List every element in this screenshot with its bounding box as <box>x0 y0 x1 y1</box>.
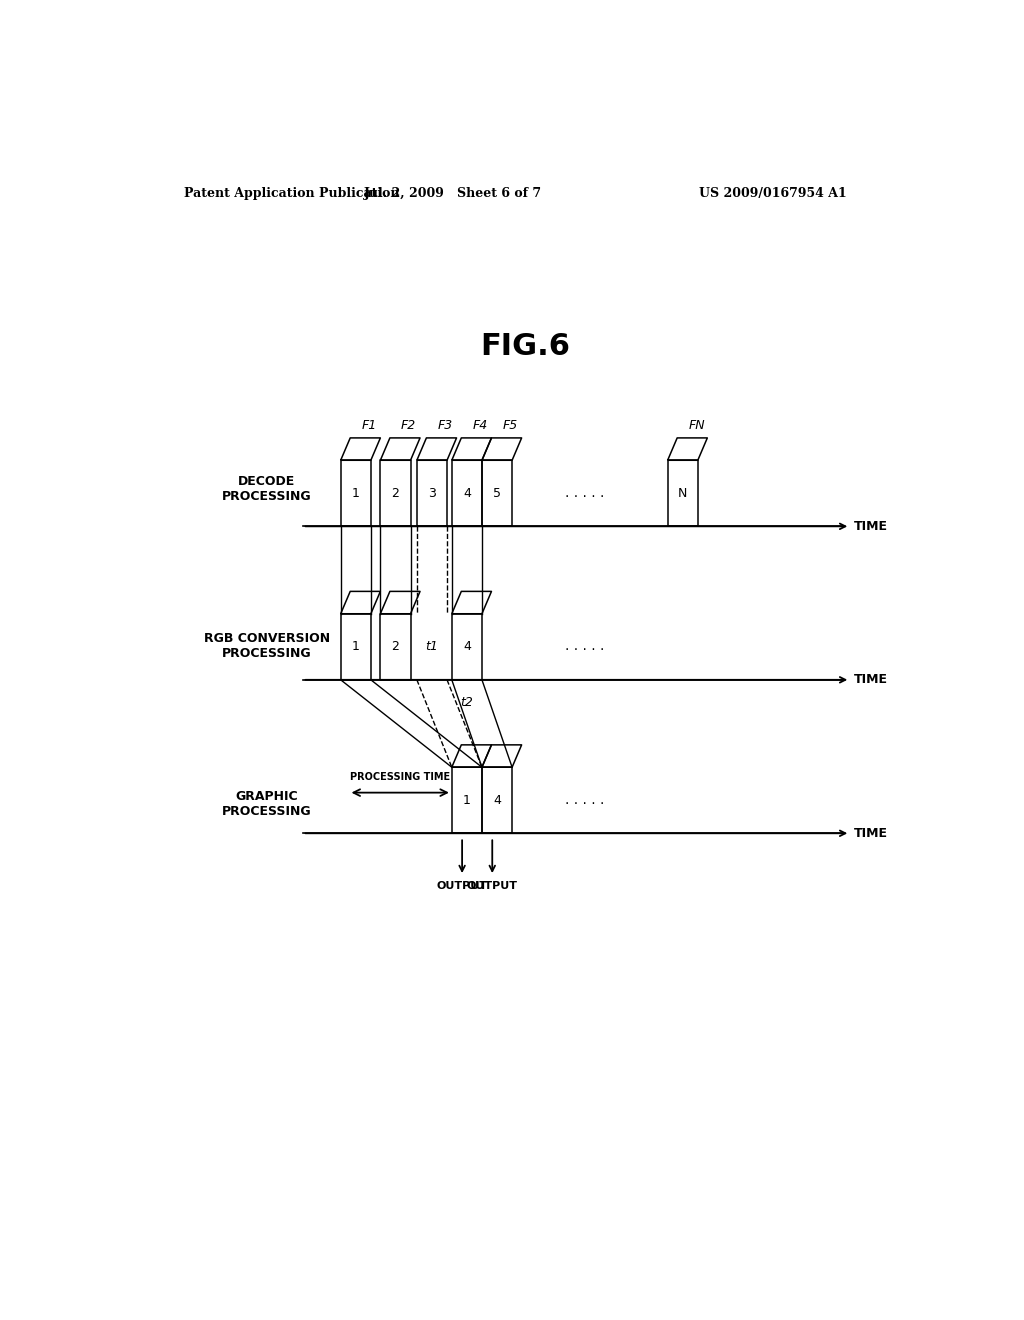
Text: 2: 2 <box>391 487 399 500</box>
Text: 1: 1 <box>352 487 359 500</box>
Text: F3: F3 <box>437 418 453 432</box>
Text: OUTPUT: OUTPUT <box>467 880 518 891</box>
Text: FIG.6: FIG.6 <box>480 331 569 360</box>
Text: t2: t2 <box>461 696 473 709</box>
Text: PROCESSING TIME: PROCESSING TIME <box>350 772 451 783</box>
Text: DECODE
PROCESSING: DECODE PROCESSING <box>222 475 311 503</box>
Text: N: N <box>678 487 687 500</box>
Text: Jul. 2, 2009   Sheet 6 of 7: Jul. 2, 2009 Sheet 6 of 7 <box>365 187 543 201</box>
Text: 2: 2 <box>391 640 399 653</box>
Text: US 2009/0167954 A1: US 2009/0167954 A1 <box>699 187 847 201</box>
Text: GRAPHIC
PROCESSING: GRAPHIC PROCESSING <box>222 789 311 818</box>
Text: . . . . .: . . . . . <box>564 486 604 500</box>
Text: 4: 4 <box>463 640 471 653</box>
Text: 4: 4 <box>494 793 501 807</box>
Text: FN: FN <box>688 418 705 432</box>
Text: RGB CONVERSION
PROCESSING: RGB CONVERSION PROCESSING <box>204 632 330 660</box>
Text: 1: 1 <box>352 640 359 653</box>
Text: 5: 5 <box>493 487 501 500</box>
Text: F2: F2 <box>401 418 416 432</box>
Text: 3: 3 <box>428 487 436 500</box>
Text: F5: F5 <box>503 418 518 432</box>
Text: OUTPUT: OUTPUT <box>436 880 487 891</box>
Text: 4: 4 <box>463 487 471 500</box>
Text: TIME: TIME <box>854 520 888 533</box>
Text: . . . . .: . . . . . <box>564 639 604 653</box>
Text: t1: t1 <box>426 640 438 653</box>
Text: Patent Application Publication: Patent Application Publication <box>183 187 399 201</box>
Text: TIME: TIME <box>854 673 888 686</box>
Text: F1: F1 <box>361 418 377 432</box>
Text: TIME: TIME <box>854 826 888 840</box>
Text: F4: F4 <box>472 418 487 432</box>
Text: 1: 1 <box>463 793 471 807</box>
Text: . . . . .: . . . . . <box>564 793 604 807</box>
